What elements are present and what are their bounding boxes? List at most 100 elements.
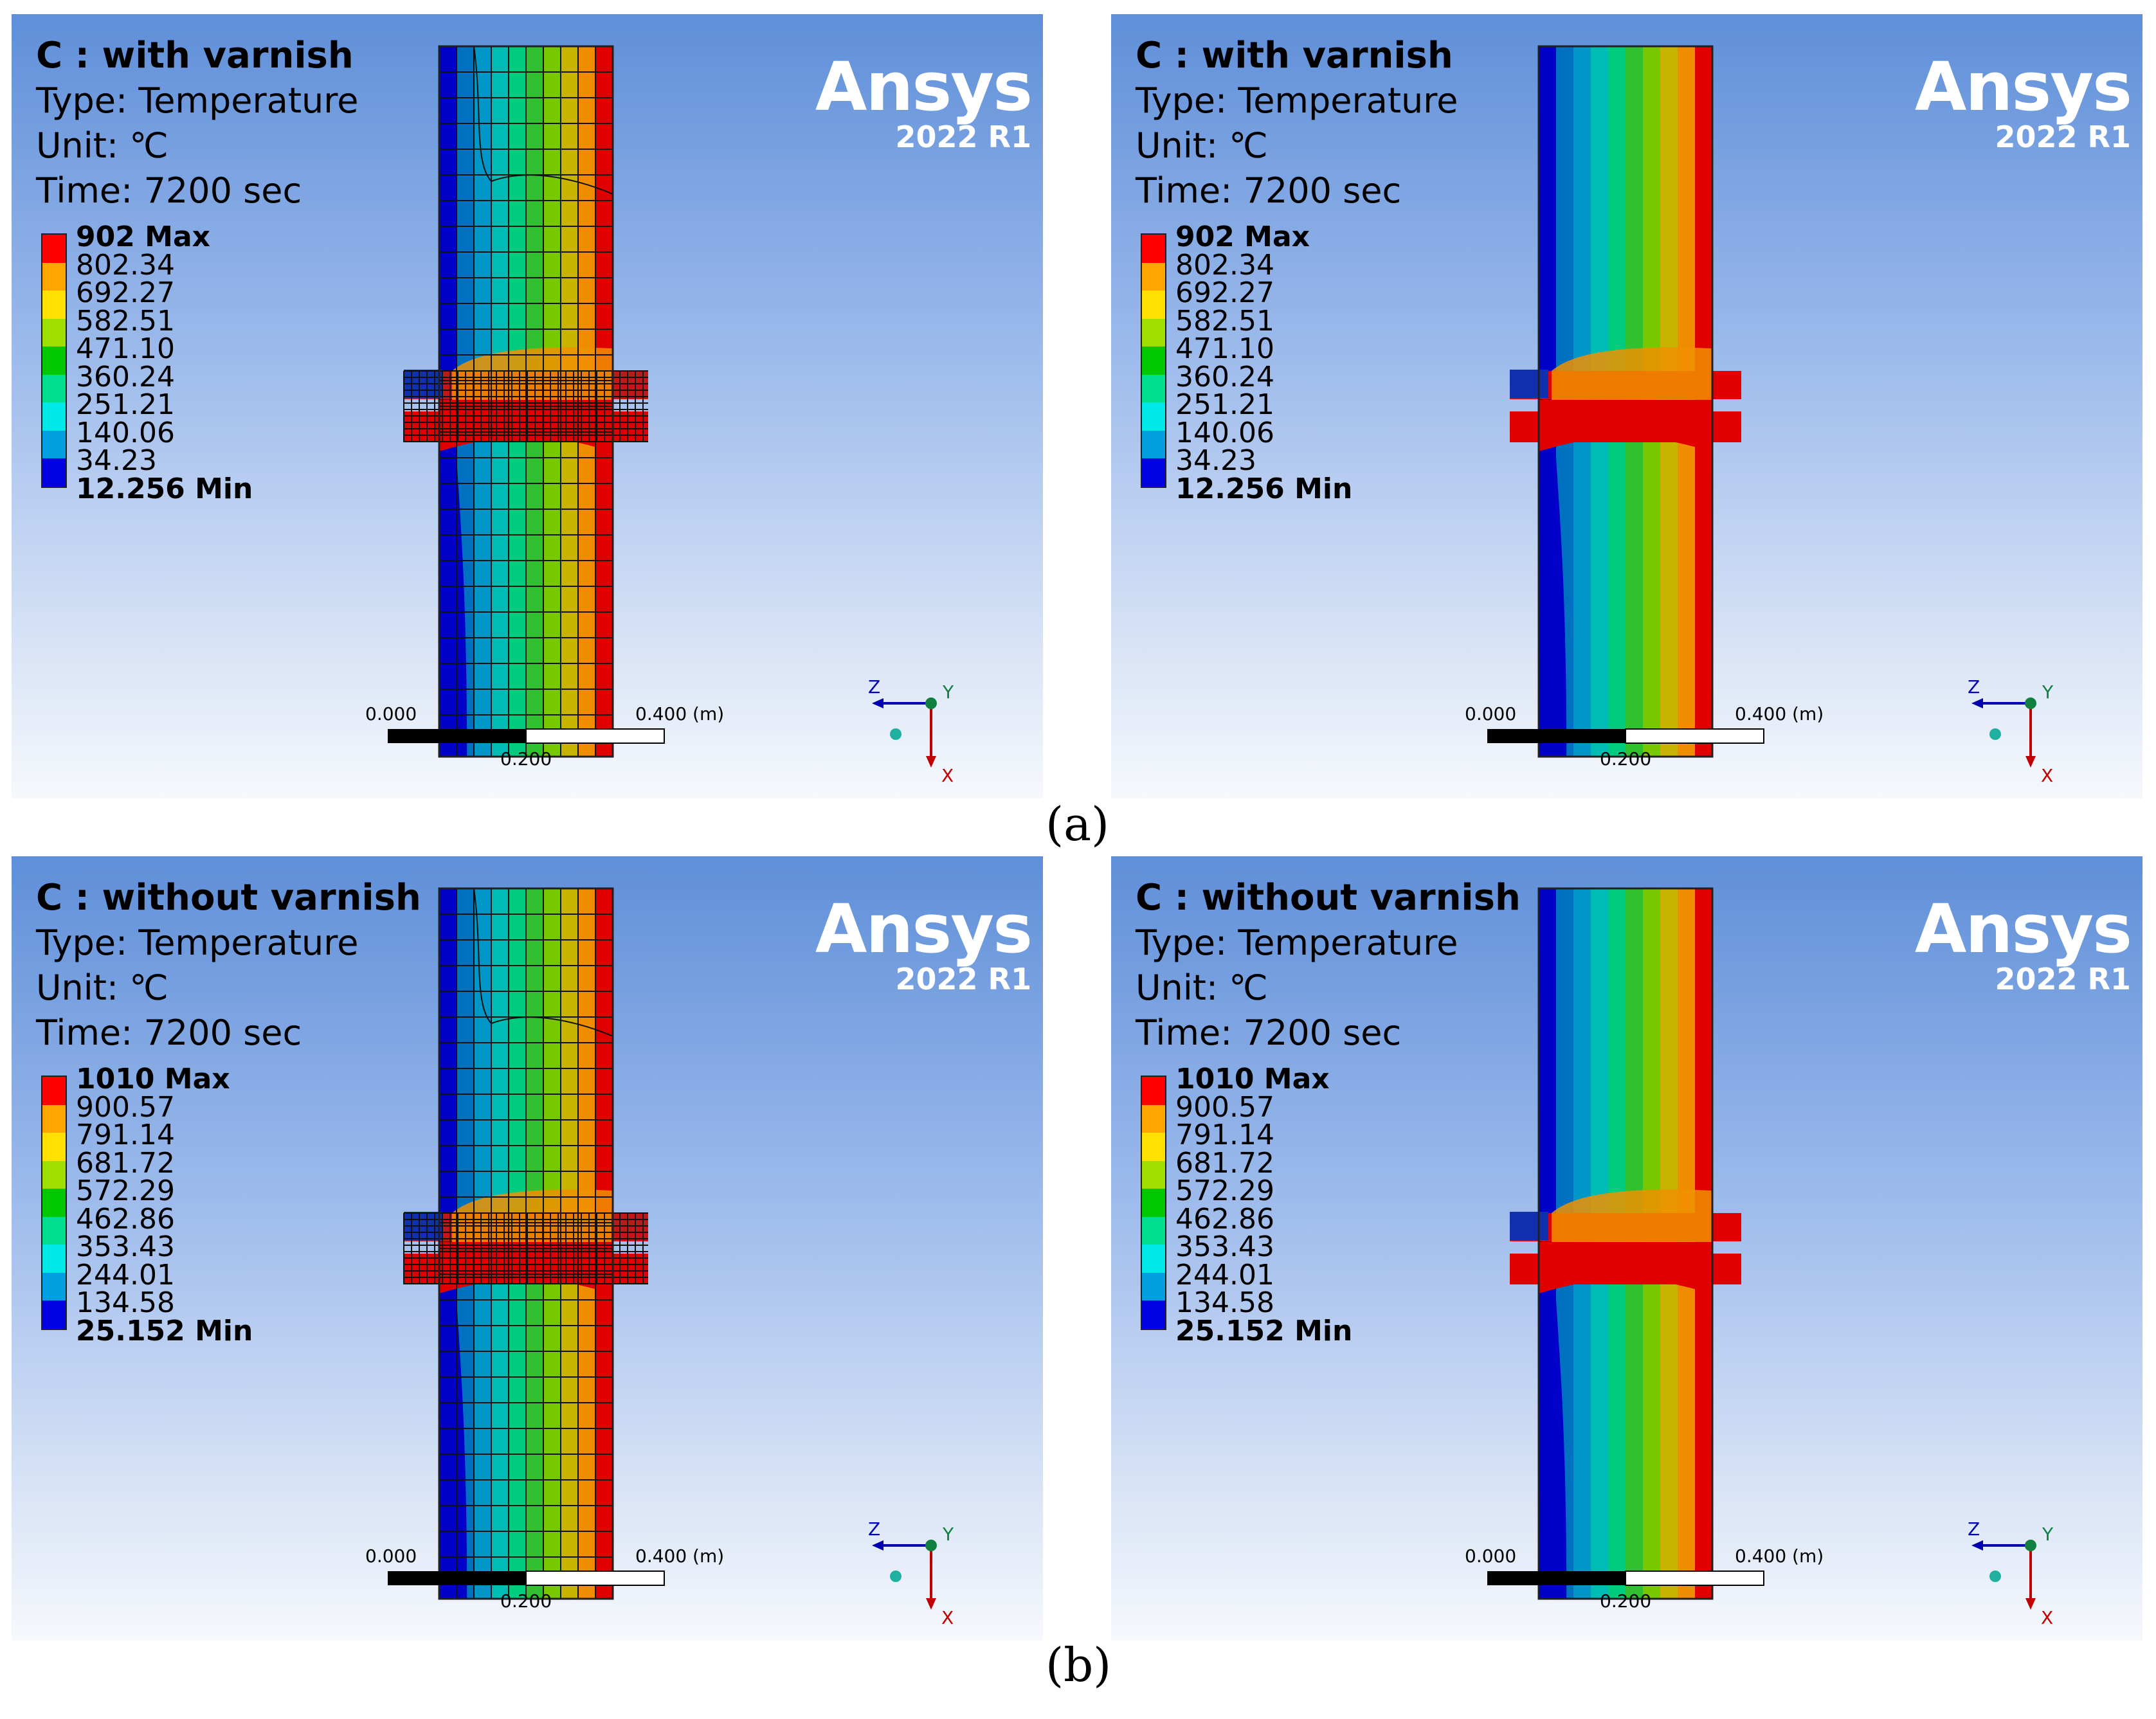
y-axis-label: Y — [2042, 1524, 2054, 1545]
caption-b: (b) — [1046, 1638, 1112, 1692]
result-unit: Unit: ℃ — [1136, 125, 1268, 166]
result-unit: Unit: ℃ — [36, 968, 168, 1008]
legend-swatch — [1142, 458, 1165, 487]
z-axis-label: Z — [868, 676, 881, 698]
legend-label: 692.27 — [1175, 276, 1274, 309]
geometry — [1510, 46, 1741, 757]
result-panel-2: C : with varnish Type: Temperature Unit: ℃… — [1111, 14, 2142, 798]
scale-label-right: 0.400 (m) — [1735, 1545, 1824, 1567]
logo-name: Ansys — [1914, 48, 2132, 126]
logo-version: 2022 R1 — [1995, 962, 2131, 996]
legend-swatch — [42, 291, 66, 319]
legend-label: 134.58 — [1175, 1286, 1274, 1319]
legend-label: 572.29 — [76, 1174, 175, 1207]
ansys-logo: Ansys 2022 R1 — [1914, 48, 2132, 154]
legend-swatch — [1142, 1272, 1165, 1300]
legend-swatch — [42, 1160, 66, 1189]
legend-label: 251.21 — [1175, 388, 1274, 421]
legend-swatch — [1142, 1216, 1165, 1245]
legend-swatch — [1142, 1160, 1165, 1189]
legend-color-bar — [1141, 1076, 1166, 1330]
scale-label-left: 0.000 — [365, 1545, 417, 1567]
legend-swatch — [42, 1216, 66, 1245]
column-outline — [1537, 45, 1714, 758]
legend-swatch — [1142, 262, 1165, 291]
scale-bar-filled — [388, 729, 526, 743]
legend-label: 34.23 — [1175, 444, 1256, 477]
legend-swatch — [42, 318, 66, 346]
y-axis-dot — [925, 1540, 937, 1551]
result-header: C : without varnish Type: Temperature Unit… — [36, 876, 421, 1056]
result-time: Time: 7200 sec — [36, 1013, 302, 1053]
legend-swatch — [42, 346, 66, 375]
result-type: Type: Temperature — [1136, 923, 1458, 963]
triad-sphere — [890, 728, 901, 740]
column-outline — [438, 887, 614, 1600]
legend-label: 140.06 — [76, 416, 175, 449]
legend-label: 353.43 — [1175, 1230, 1274, 1263]
hot-joint-zone — [1539, 400, 1712, 451]
legend-swatch — [42, 1189, 66, 1217]
legend-label: 900.57 — [1175, 1090, 1274, 1124]
geometry — [1510, 888, 1741, 1599]
scale-label-mid: 0.200 — [500, 748, 552, 770]
y-axis-dot — [2025, 1540, 2036, 1551]
scale-bar-empty — [525, 1571, 665, 1586]
result-type: Type: Temperature — [36, 923, 359, 963]
legend-swatch — [1142, 1189, 1165, 1217]
legend-label: 462.86 — [76, 1202, 175, 1236]
y-axis-label: Y — [943, 1524, 954, 1545]
upper-flange-left — [1510, 370, 1548, 398]
legend-color-bar — [41, 1076, 67, 1330]
legend-swatch — [42, 1245, 66, 1273]
result-unit: Unit: ℃ — [1136, 968, 1268, 1008]
logo-name: Ansys — [815, 48, 1033, 126]
result-unit: Unit: ℃ — [36, 125, 168, 166]
mesh-grid — [403, 888, 648, 1599]
z-axis-arrow — [872, 698, 883, 708]
z-axis-arrow — [1971, 1540, 1983, 1551]
z-axis-label: Z — [868, 1518, 881, 1540]
y-axis-label: Y — [2042, 681, 2054, 703]
scale-label-mid: 0.200 — [500, 1590, 552, 1612]
legend-label: 251.21 — [76, 388, 175, 421]
legend-swatch — [1142, 1077, 1165, 1105]
isotherm-line — [473, 888, 613, 1037]
legend-label: 360.24 — [1175, 360, 1274, 393]
scale-label-left: 0.000 — [365, 703, 417, 724]
result-type: Type: Temperature — [36, 80, 359, 121]
column-outline — [1537, 887, 1714, 1600]
z-axis-arrow — [1971, 698, 1983, 708]
temperature-plot — [1487, 887, 2036, 1610]
scale-bar-empty — [525, 728, 665, 744]
scale-label-left: 0.000 — [1465, 1545, 1517, 1567]
cold-region — [457, 1300, 467, 1599]
legend-swatch — [1142, 235, 1165, 263]
legend-color-bar — [41, 233, 67, 488]
legend-label: 902 Max — [1175, 221, 1310, 253]
result-time: Time: 7200 sec — [36, 170, 302, 211]
legend-label: 900.57 — [76, 1090, 175, 1124]
legend-label: 802.34 — [1175, 248, 1274, 282]
scale-bar-filled — [1487, 1571, 1626, 1585]
scale-label-mid: 0.200 — [1600, 1590, 1652, 1612]
legend-label: 572.29 — [1175, 1174, 1274, 1207]
legend-swatch — [1142, 430, 1165, 458]
result-header: C : with varnish Type: Temperature Unit: ℃… — [1136, 33, 1458, 213]
logo-version: 2022 R1 — [895, 120, 1031, 154]
warm-joint-zone — [1552, 347, 1712, 400]
legend-label: 462.86 — [1175, 1202, 1274, 1236]
scale-bar-filled — [1487, 729, 1626, 743]
y-axis-dot — [925, 698, 937, 709]
result-title: C : without varnish — [36, 877, 421, 919]
cold-region — [457, 458, 467, 757]
z-axis-label: Z — [1968, 676, 1980, 698]
legend-swatch — [42, 235, 66, 263]
legend-swatch — [42, 1077, 66, 1105]
upper-flange-left — [1510, 1212, 1548, 1240]
triad-sphere — [1989, 1571, 2001, 1582]
legend-swatch — [1142, 318, 1165, 346]
temperature-plot — [388, 887, 937, 1610]
logo-version: 2022 R1 — [1995, 120, 2131, 154]
triad-sphere — [1989, 728, 2001, 740]
